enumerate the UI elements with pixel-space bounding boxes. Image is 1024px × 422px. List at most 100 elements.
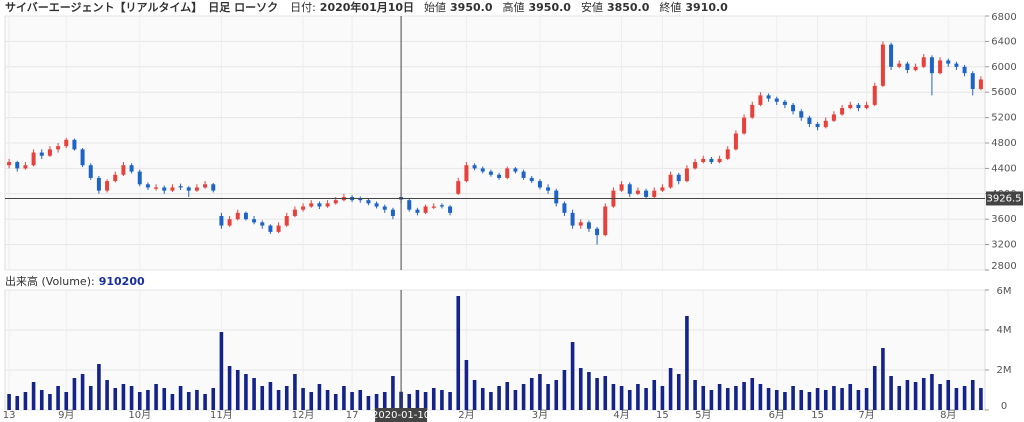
candle-body [823,120,828,128]
volume-bar [268,382,273,410]
y-tick-label: 5600 [991,87,1016,98]
candle-body [701,158,706,163]
volume-bar [791,386,795,410]
candle-body [15,162,20,169]
x-tick-label: 9月 [58,409,74,421]
candle-body [554,190,559,204]
volume-bar [562,370,567,410]
candle-body [750,104,755,118]
x-tick-label: 2月 [458,409,474,421]
volume-bar [293,374,297,410]
header-text: 2020年01月10日 [320,0,414,14]
candle-body [415,209,420,213]
candle-body [366,200,371,204]
candle-body [831,114,836,121]
x-tick-label: 15 [811,410,824,421]
candle-body [56,146,61,150]
volume-bar [709,390,714,410]
x-tick-label: 10月 [128,409,151,421]
volume-bar [80,374,85,410]
volume-bar [162,388,167,410]
volume-bar [554,380,559,410]
crosshair-x-label: 2020-01-10 [372,410,430,421]
volume-bar [203,394,207,410]
candle-body [317,203,322,207]
volume-bar [913,382,918,410]
volume-bar [962,386,967,410]
volume-bar [954,388,959,410]
candle-body [856,104,861,109]
volume-bar [382,392,387,410]
volume-bar [676,374,681,410]
volume-bar [121,384,126,410]
crosshair-y-label: 3926.5 [987,193,1022,204]
candle-body [137,171,142,185]
y-tick-label: 3600 [991,214,1016,225]
candle-body [619,184,624,191]
candle-body [268,225,273,232]
y-tick-label: 6M [997,286,1012,297]
candle-body [938,60,943,74]
volume-bar [342,386,346,410]
candle-body [390,209,395,217]
volume-bar [938,384,942,410]
y-tick-label: 4400 [991,163,1016,174]
volume-bar [652,380,657,410]
candle-body [39,152,44,156]
header-text: 日付: [290,1,316,14]
candle-body [439,205,444,207]
volume-bar [317,384,322,410]
header-text: 安値 [581,0,603,14]
volume-bar [897,386,902,410]
volume-bar [358,390,363,410]
volume-bar [31,382,36,410]
candle-body [978,79,983,90]
header-text: 3910.0 [685,1,728,14]
candle-body [186,187,191,191]
candle-body [872,85,877,105]
candle-body [505,168,510,178]
volume-bar [505,382,510,410]
x-tick-label: 4月 [613,409,629,421]
volume-bar [219,332,224,410]
candle-body [292,209,297,217]
volume-bar [660,386,665,410]
volume-bar [619,386,624,410]
header-text: 3850.0 [607,1,650,14]
x-tick-label: 11月 [210,409,233,421]
candle-body [497,174,502,178]
candle-body [47,149,52,156]
candle-body [252,219,257,223]
volume-bar [235,370,240,410]
volume-bar [472,380,477,410]
candle-body [472,165,477,169]
volume-bar [734,386,738,410]
candle-body [325,203,330,207]
volume-bar [154,384,158,410]
candle-body [578,222,583,226]
candle-body [684,168,689,182]
candle-body [913,66,918,70]
volume-bar [799,390,804,410]
candle-body [725,149,730,159]
volume-bar [333,394,338,410]
candle-body [905,63,910,70]
volume-bar [23,392,28,410]
candle-body [668,174,673,188]
volume-bar [603,376,608,410]
candle-body [791,104,796,112]
candle-body [929,57,934,74]
candle-body [105,181,110,191]
volume-bar [946,380,951,410]
volume-bar [366,396,371,410]
candle-body [333,200,338,204]
candle-body [145,184,150,188]
volume-bar [840,388,844,410]
volume-bar [489,392,493,410]
volume-bar [480,388,485,410]
candle-body [676,174,681,182]
volume-bar [260,386,265,410]
candle-body [31,152,36,166]
volume-bar [497,386,501,410]
